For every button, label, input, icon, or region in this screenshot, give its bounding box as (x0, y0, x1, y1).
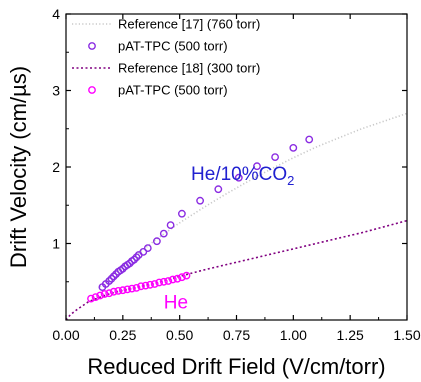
legend-swatch-marker (88, 86, 96, 94)
series-3-point (137, 282, 145, 291)
series-3-point (114, 286, 123, 295)
x-tick-label: 0.75 (223, 327, 250, 343)
x-tick-label: 1.25 (337, 327, 364, 343)
series-1-point (152, 237, 161, 246)
series-1-point (214, 185, 223, 194)
series-1-point (139, 247, 148, 256)
y-tick-label: 4 (52, 6, 60, 22)
annotation-1-text: He (164, 293, 188, 314)
legend-label: pAT-TPC (500 torr) (118, 83, 228, 98)
series-1-point (166, 221, 175, 230)
series-1-point (143, 244, 152, 253)
series-1-point (159, 229, 168, 238)
series-1-point (177, 209, 186, 218)
y-axis-title: Drift Velocity (cm/µs) (6, 66, 31, 268)
x-tick-label: 0.00 (52, 327, 79, 343)
series-1-point (105, 277, 114, 285)
x-axis-title: Reduced Drift Field (V/cm/torr) (87, 354, 385, 379)
series-3-point (155, 278, 164, 287)
x-tick-label: 0.50 (166, 327, 193, 343)
series-3-point (146, 280, 155, 289)
series-3-point (150, 280, 159, 288)
series-3-point (127, 284, 136, 293)
series-layer (65, 112, 408, 321)
series-1-point (305, 135, 314, 144)
series-1-point (234, 173, 243, 182)
series-3-point (118, 286, 127, 295)
series-3-point (159, 277, 168, 286)
y-tick-label: 1 (52, 236, 60, 252)
annotations-layer: He/10%CO2 He (164, 164, 295, 314)
x-tick-label: 1.00 (280, 327, 307, 343)
series-3-point (109, 287, 118, 296)
series-3-point (164, 277, 173, 285)
series-3-point (141, 281, 150, 290)
series-1-point (109, 272, 118, 281)
x-tick-label: 0.25 (109, 327, 136, 343)
series-3-point (87, 294, 95, 303)
series-1-point (125, 259, 134, 268)
legend-swatch-marker (88, 42, 96, 50)
series-3-point (173, 274, 182, 283)
series-1-point (132, 253, 141, 262)
annotation-0-subscript: 2 (287, 173, 294, 188)
series-3-point (132, 283, 141, 292)
series-1-point (130, 255, 139, 264)
series-1-point (196, 196, 205, 205)
series-1-point (107, 274, 116, 283)
x-tick-label: 1.50 (393, 327, 420, 343)
series-1-point (271, 153, 279, 162)
legend-label: pAT-TPC (500 torr) (118, 39, 228, 54)
series-3-point (177, 273, 186, 282)
annotation-0: He/10%CO2 (191, 164, 294, 188)
series-3-point (123, 285, 132, 294)
series-3-point (96, 291, 105, 300)
series-1-point (253, 162, 261, 171)
series-3-point (105, 289, 114, 298)
series-1-point (118, 264, 127, 273)
axes: 0.00 0.25 0.50 0.75 1.00 1.25 1.50 1 2 3 4 (52, 6, 421, 343)
series-1-point (289, 143, 298, 152)
annotation-1: He (164, 293, 188, 314)
series-3-point (91, 293, 100, 301)
y-tick-label: 2 (52, 159, 60, 175)
y-tick-label: 3 (52, 83, 60, 99)
series-1-point (112, 270, 120, 278)
legend-label: Reference [18] (300 torr) (118, 61, 260, 76)
annotation-0-text: He/10%CO (191, 164, 287, 185)
legend-label: Reference [17] (760 torr) (118, 17, 260, 32)
legend: Reference [17] (760 torr) pAT-TPC (500 to… (72, 17, 260, 98)
series-3-point (182, 271, 191, 280)
series-3-point (168, 275, 177, 284)
series-0-line (99, 112, 408, 288)
series-3-point (100, 290, 109, 298)
